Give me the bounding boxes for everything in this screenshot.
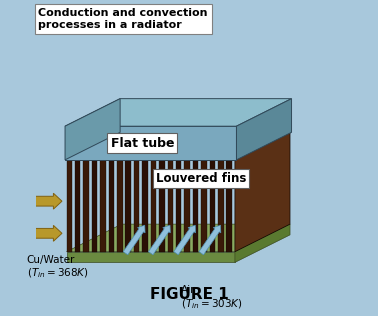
Polygon shape — [134, 160, 139, 252]
Text: Flat tube: Flat tube — [111, 137, 174, 149]
Polygon shape — [125, 132, 186, 160]
Polygon shape — [193, 160, 198, 252]
Polygon shape — [235, 132, 290, 252]
Polygon shape — [201, 132, 262, 160]
Polygon shape — [226, 132, 287, 160]
Polygon shape — [218, 160, 223, 252]
Polygon shape — [159, 132, 220, 160]
Polygon shape — [84, 160, 89, 252]
Polygon shape — [84, 132, 144, 160]
Polygon shape — [134, 132, 194, 160]
Polygon shape — [201, 160, 207, 252]
Polygon shape — [184, 160, 190, 252]
Text: Conduction and convection
processes in a radiator: Conduction and convection processes in a… — [39, 8, 208, 30]
Text: FIGURE 1: FIGURE 1 — [150, 287, 228, 302]
Polygon shape — [67, 160, 72, 252]
Polygon shape — [193, 132, 253, 160]
Polygon shape — [108, 132, 169, 160]
Polygon shape — [143, 132, 203, 160]
Polygon shape — [226, 160, 232, 252]
Polygon shape — [167, 160, 173, 252]
Polygon shape — [67, 224, 290, 252]
Polygon shape — [159, 160, 165, 252]
FancyArrow shape — [174, 225, 195, 255]
Polygon shape — [143, 160, 148, 252]
FancyArrow shape — [123, 225, 145, 255]
Polygon shape — [218, 132, 279, 160]
Polygon shape — [125, 160, 131, 252]
Polygon shape — [151, 160, 156, 252]
FancyArrow shape — [149, 225, 170, 255]
FancyArrow shape — [27, 193, 62, 209]
Text: Louvered fins: Louvered fins — [156, 172, 246, 185]
Polygon shape — [117, 132, 178, 160]
Polygon shape — [92, 160, 97, 252]
Polygon shape — [67, 132, 127, 160]
Polygon shape — [210, 160, 215, 252]
Polygon shape — [65, 99, 291, 126]
Polygon shape — [65, 99, 120, 160]
Polygon shape — [176, 132, 237, 160]
FancyArrow shape — [199, 225, 221, 255]
Polygon shape — [108, 160, 114, 252]
Polygon shape — [67, 252, 235, 262]
FancyArrow shape — [27, 225, 62, 241]
Polygon shape — [75, 132, 136, 160]
Polygon shape — [210, 132, 270, 160]
Polygon shape — [75, 160, 81, 252]
Polygon shape — [100, 132, 161, 160]
Polygon shape — [92, 132, 152, 160]
Polygon shape — [176, 160, 181, 252]
Polygon shape — [167, 132, 228, 160]
Polygon shape — [117, 160, 122, 252]
Polygon shape — [235, 224, 290, 262]
Polygon shape — [184, 132, 245, 160]
Text: Cu/Water
$(T_{in}=368K)$: Cu/Water $(T_{in}=368K)$ — [27, 255, 88, 280]
Polygon shape — [65, 126, 237, 160]
Polygon shape — [100, 160, 106, 252]
Polygon shape — [237, 99, 291, 160]
Polygon shape — [151, 132, 211, 160]
Text: Air
$(T_{in}=303K)$: Air $(T_{in}=303K)$ — [181, 285, 243, 311]
